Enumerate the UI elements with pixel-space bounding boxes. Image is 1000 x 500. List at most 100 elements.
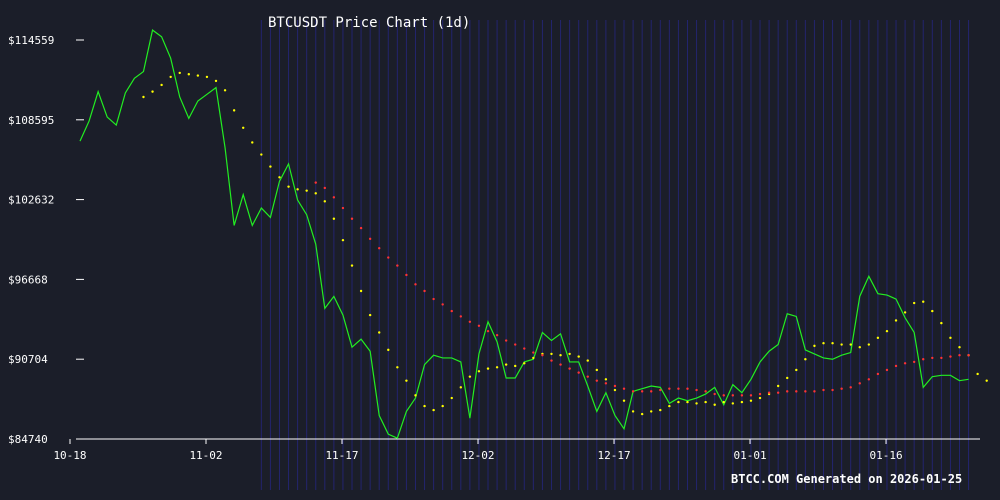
ma-long-point <box>368 237 372 241</box>
ma-short-point <box>223 89 227 92</box>
ma-long-point <box>767 391 771 394</box>
ma-long-point <box>804 390 807 393</box>
ma-long-point <box>396 264 399 267</box>
ma-short-point <box>468 375 472 378</box>
y-tick-label: $84740 <box>8 433 48 446</box>
ma-short-point <box>296 188 299 191</box>
ma-short-point <box>378 331 381 334</box>
ma-short-point <box>160 83 163 87</box>
ma-short-point <box>713 403 716 406</box>
y-tick-label: $96668 <box>8 273 48 286</box>
ma-short-point <box>387 348 390 352</box>
ma-short-point <box>287 185 290 188</box>
ma-short-point <box>631 410 635 413</box>
ma-long-point <box>922 358 925 361</box>
ma-short-point <box>840 343 843 346</box>
ma-short-point <box>559 354 562 357</box>
ma-short-point <box>504 363 508 366</box>
ma-long-point <box>586 375 589 378</box>
ma-long-point <box>477 324 481 327</box>
ma-short-point <box>622 399 626 402</box>
ma-long-point <box>958 354 961 357</box>
ma-short-point <box>740 400 744 404</box>
ma-long-point <box>858 382 861 385</box>
ma-short-point <box>903 311 907 314</box>
text-layer: $84740 $90704 $96668 $102632 $108595 $114559 1… <box>8 34 903 462</box>
ma-long-point <box>378 246 381 250</box>
ma-short-point <box>604 378 608 381</box>
ma-long-point <box>332 196 336 199</box>
ma-short-point <box>477 370 481 373</box>
ma-short-point <box>786 376 789 380</box>
ma-long-point <box>604 382 608 385</box>
ma-short-point <box>795 368 798 372</box>
ma-short-point <box>985 379 988 382</box>
ma-short-point <box>577 355 580 358</box>
ma-long-point <box>514 343 517 346</box>
ma-short-point <box>858 346 861 349</box>
ma-long-point <box>314 181 317 184</box>
ma-short-point <box>949 336 952 340</box>
ma-long-point <box>350 217 354 220</box>
ma-short-point <box>912 301 916 305</box>
ma-short-point <box>305 189 308 192</box>
ma-long-point <box>359 226 363 230</box>
ma-short-point <box>359 289 363 293</box>
ma-long-point <box>414 283 417 286</box>
ma-long-point <box>722 394 725 397</box>
ma-long-point <box>550 359 553 362</box>
y-tick-label: $108595 <box>8 114 54 127</box>
x-tick-label: 11-02 <box>189 449 222 462</box>
ma-short-point <box>804 358 807 361</box>
ma-short-point <box>650 410 653 413</box>
ma-long-point <box>677 387 680 390</box>
ma-short-point <box>232 109 236 112</box>
ma-long-point <box>387 256 390 259</box>
ma-short-point <box>749 399 753 402</box>
footer-watermark: BTCC.COM Generated on 2026-01-25 <box>731 472 962 486</box>
ma-short-point <box>568 352 571 356</box>
ma-short-point <box>849 343 852 346</box>
ma-long-point <box>849 386 852 389</box>
ma-long-point <box>813 390 816 393</box>
axes-layer <box>69 39 980 444</box>
ma-short-point <box>323 200 327 203</box>
ma-long-point <box>468 320 472 323</box>
ma-long-point <box>323 186 327 190</box>
chart-title: BTCUSDT Price Chart (1d) <box>268 15 470 31</box>
ma-short-point <box>640 412 644 416</box>
ma-long-point <box>595 379 599 382</box>
ma-short-point <box>432 408 435 412</box>
ma-short-point <box>251 141 254 144</box>
ma-short-point <box>314 192 317 195</box>
ma-short-point <box>178 71 181 75</box>
ma-long-point <box>940 356 943 360</box>
ma-long-point <box>822 388 825 392</box>
ma-short-point <box>486 367 490 370</box>
ma-short-point <box>704 400 707 404</box>
series-layer <box>79 29 988 440</box>
ma-short-point <box>414 394 417 397</box>
ma-long-point <box>423 289 426 293</box>
ma-short-point <box>196 74 200 77</box>
ma-short-point <box>142 95 145 99</box>
ma-long-point <box>450 309 453 313</box>
x-tick-label: 12-02 <box>461 449 494 462</box>
ma-short-point <box>550 352 553 356</box>
ma-long-point <box>967 354 970 357</box>
x-tick-label: 01-16 <box>869 449 902 462</box>
ma-short-point <box>722 400 725 404</box>
ma-long-point <box>459 315 463 318</box>
ma-long-point <box>695 388 698 392</box>
ma-short-point <box>659 408 662 412</box>
ma-short-point <box>822 341 825 345</box>
ma-short-point <box>595 368 599 372</box>
ma-short-point <box>586 359 589 362</box>
x-tick-label: 01-01 <box>733 449 766 462</box>
ma-long-point <box>740 394 744 397</box>
ma-long-point <box>532 351 535 354</box>
ma-short-point <box>205 75 209 79</box>
ma-short-point <box>514 364 517 368</box>
ma-short-point <box>214 79 218 83</box>
ma-long-point <box>749 394 753 397</box>
